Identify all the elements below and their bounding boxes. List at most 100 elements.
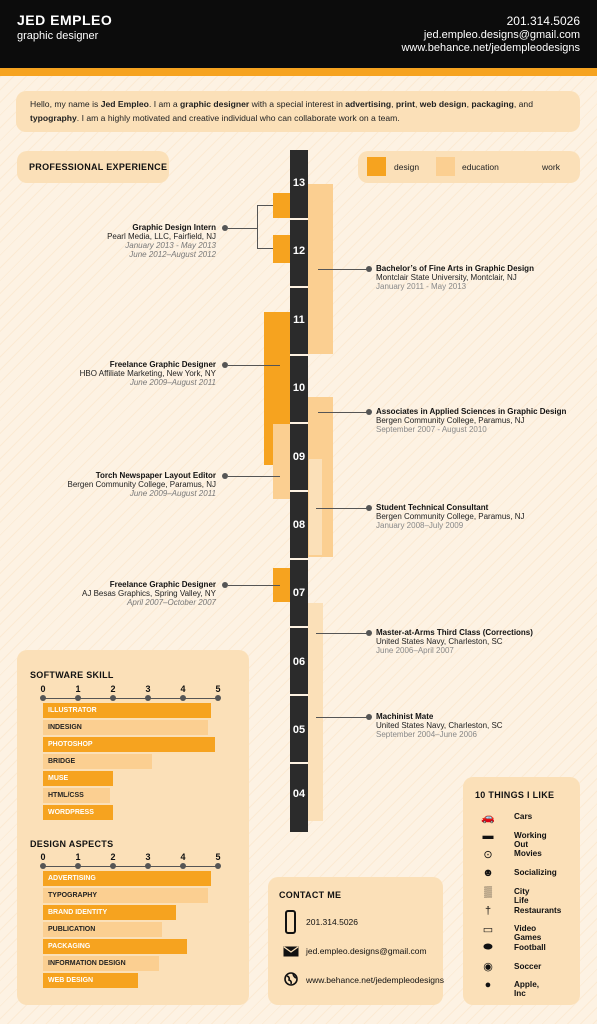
entry-date: June 2012–August 2012: [129, 250, 216, 259]
connector-line: [316, 633, 368, 634]
year-2004: 04: [292, 788, 306, 800]
header-email[interactable]: jed.empleo.designs@gmail.com: [423, 29, 580, 41]
contact-website[interactable]: www.behance.net/jedempleodesigns: [306, 975, 444, 985]
axis-tick-label: 1: [75, 852, 81, 862]
design-axis-line: [42, 866, 217, 867]
connector-dot: [366, 409, 372, 415]
axis-tick-label: 5: [215, 684, 221, 694]
entry-master-at-arms: Master-at-Arms Third Class (Corrections)…: [376, 628, 533, 655]
thing-label: Apple, Inc: [514, 980, 540, 999]
axis-tick-dot: [215, 863, 221, 869]
year-2007: 07: [292, 587, 306, 599]
football-icon: ⬬: [483, 941, 493, 954]
connector-bracket: [257, 205, 258, 248]
legend-label-education: education: [462, 162, 499, 172]
skill-bar: ILLUSTRATOR: [43, 703, 211, 718]
axis-tick-label: 2: [110, 684, 116, 694]
skill-label: ILLUSTRATOR: [48, 707, 97, 714]
skill-label: PACKAGING: [48, 943, 91, 950]
dumbbell-icon: ▬: [482, 829, 494, 842]
axis-tick-label: 2: [110, 852, 116, 862]
torch-period-bar: [273, 424, 290, 499]
entry-torch: Torch Newspaper Layout Editor Bergen Com…: [67, 471, 216, 498]
connector-line: [228, 365, 280, 366]
axis-tick-dot: [180, 695, 186, 701]
connector-dot: [222, 362, 228, 368]
contact-email[interactable]: jed.empleo.designs@gmail.com: [306, 946, 427, 956]
header-website[interactable]: www.behance.net/jedempleodesigns: [401, 42, 580, 54]
entry-org: AJ Besas Graphics, Spring Valley, NY: [82, 589, 216, 598]
entry-title: Machinist Mate: [376, 712, 434, 721]
skill-bar: INFORMATION DESIGN: [43, 956, 159, 971]
year-2006: 06: [292, 656, 306, 668]
master-at-arms-period-bar: [308, 603, 323, 661]
skill-label: BRAND IDENTITY: [48, 909, 108, 916]
skill-label: PUBLICATION: [48, 926, 96, 933]
skill-bar: PACKAGING: [43, 939, 187, 954]
thing-label: Video Games: [514, 924, 542, 943]
entry-date: June 2009–August 2011: [129, 489, 216, 498]
legend-label-work: work: [542, 162, 560, 172]
envelope-icon: [283, 944, 299, 957]
intern-2013-bar: [273, 193, 290, 218]
entry-intern: Graphic Design Intern Pearl Media, LLC, …: [107, 223, 216, 259]
intro-text: Hello, my name is Jed Empleo. I am a gra…: [30, 99, 533, 123]
connector-line: [257, 205, 273, 206]
machinist-period-bar: [308, 661, 323, 821]
intern-2012-bar: [273, 235, 290, 263]
entry-title: Freelance Graphic Designer: [109, 360, 216, 369]
contact-phone[interactable]: 201.314.5026: [306, 917, 358, 927]
entry-bfa: Bachelor’s of Fine Arts in Graphic Desig…: [376, 264, 534, 291]
software-skill-title: SOFTWARE SKILL: [30, 670, 114, 680]
ajbesas-period-bar: [273, 568, 290, 602]
legend-label-design: design: [394, 162, 420, 172]
experience-title: PROFESSIONAL EXPERIENCE: [29, 162, 168, 172]
phone-icon: [285, 910, 296, 934]
skill-label: ADVERTISING: [48, 875, 96, 882]
axis-tick-label: 5: [215, 852, 221, 862]
axis-tick-label: 1: [75, 684, 81, 694]
legend-swatch-education: [436, 157, 455, 176]
timeline-tick: [290, 762, 308, 764]
entry-date: January 2008–July 2009: [376, 521, 464, 530]
film-reel-icon: ⊙: [483, 848, 493, 861]
skill-label: WEB DESIGN: [48, 977, 94, 984]
timeline-tick: [290, 626, 308, 628]
timeline-tick: [290, 558, 308, 560]
timeline-tick: [290, 286, 308, 288]
axis-tick-dot: [110, 695, 116, 701]
entry-org: Montclair State University, Montclair, N…: [376, 273, 517, 282]
thing-label: Socializing: [514, 868, 557, 878]
axis-tick-label: 3: [145, 852, 151, 862]
skill-bar: INDESIGN: [43, 720, 208, 735]
skill-bar: BRIDGE: [43, 754, 152, 769]
skill-label: TYPOGRAPHY: [48, 892, 98, 899]
globe-icon: [284, 972, 298, 986]
people-icon: ☻: [482, 867, 494, 880]
entry-date: April 2007–October 2007: [127, 598, 216, 607]
contact-title: CONTACT ME: [279, 890, 342, 900]
skill-bar: ADVERTISING: [43, 871, 211, 886]
legend-pill: [358, 151, 580, 183]
entry-hbo: Freelance Graphic Designer HBO Affiliate…: [80, 360, 216, 387]
skill-label: MUSE: [48, 775, 69, 782]
year-2005: 05: [292, 724, 306, 736]
thing-label: Football: [514, 942, 546, 952]
timeline-tick: [290, 490, 308, 492]
entry-tech-consultant: Student Technical Consultant Bergen Comm…: [376, 503, 525, 530]
year-2008: 08: [292, 519, 306, 531]
connector-line: [257, 248, 273, 249]
year-2009: 09: [292, 451, 306, 463]
entry-date: June 2009–August 2011: [129, 378, 216, 387]
axis-tick-dot: [40, 863, 46, 869]
legend-swatch-design: [367, 157, 386, 176]
entry-title: Torch Newspaper Layout Editor: [95, 471, 216, 480]
axis-tick-dot: [145, 695, 151, 701]
connector-line: [228, 585, 280, 586]
job-title: graphic designer: [17, 30, 99, 42]
gamepad-icon: ▭: [482, 923, 494, 936]
software-axis-line: [42, 698, 217, 699]
year-2012: 12: [292, 245, 306, 257]
connector-dot: [366, 266, 372, 272]
connector-line: [316, 717, 368, 718]
